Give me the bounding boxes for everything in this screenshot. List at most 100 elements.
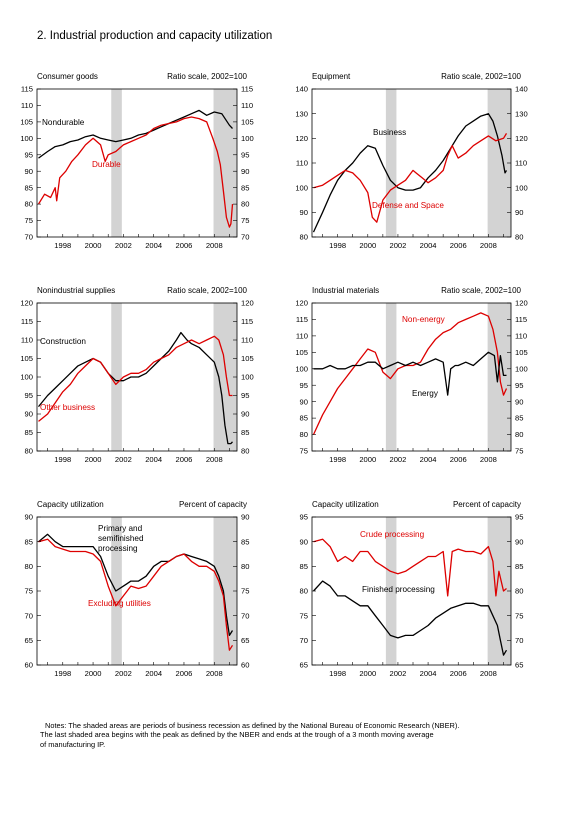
x-tick-label: 2002 (115, 241, 132, 250)
y-tick-label-right: 100 (241, 373, 254, 382)
y-tick-label-left: 85 (25, 428, 33, 437)
series-label: Excluding utilities (88, 599, 151, 608)
y-tick-label-left: 115 (296, 315, 308, 324)
y-tick-label-left: 105 (20, 354, 33, 363)
recession-band (213, 89, 237, 237)
y-tick-label-left: 80 (25, 447, 33, 456)
x-tick-label: 2000 (359, 669, 376, 678)
x-tick-label: 1998 (54, 455, 71, 464)
y-tick-label-right: 80 (241, 562, 249, 571)
y-tick-label-left: 95 (25, 391, 33, 400)
y-tick-label-right: 90 (241, 410, 249, 419)
y-tick-label-left: 115 (21, 85, 33, 94)
x-tick-label: 2004 (420, 241, 437, 250)
scale-label: Ratio scale, 2002=100 (167, 72, 247, 81)
y-tick-label-right: 110 (515, 331, 527, 340)
y-tick-label-right: 85 (515, 414, 523, 423)
x-tick-label: 2008 (206, 669, 223, 678)
y-tick-label-left: 110 (21, 336, 33, 345)
series-label: semifinished (98, 534, 144, 543)
series-label: Primary and (98, 524, 143, 533)
chart-title: Capacity utilization (312, 500, 379, 509)
y-tick-label-left: 105 (295, 348, 308, 357)
y-tick-label-left: 75 (300, 447, 308, 456)
y-tick-label-left: 70 (300, 636, 308, 645)
x-tick-label: 2002 (389, 241, 406, 250)
y-tick-label-right: 105 (515, 348, 528, 357)
chart-title: Consumer goods (37, 72, 98, 81)
y-tick-label-right: 75 (515, 611, 523, 620)
series-line-1 (38, 109, 233, 159)
y-tick-label-right: 120 (241, 299, 254, 308)
chart-title: Nonindustrial supplies (37, 286, 115, 295)
charts-svg: 70 70 75 75 80 80 85 85 90 90 95 95 100 100 105 105 110 1… (20, 72, 527, 678)
chart-title: Industrial materials (312, 286, 379, 295)
chart-6: 65 65 70 70 75 75 80 80 85 85 90 90 95 95 1998 2000 2002… (300, 500, 524, 678)
y-tick-label-right: 70 (515, 636, 523, 645)
y-tick-label-left: 90 (300, 537, 308, 546)
y-tick-label-right: 60 (241, 661, 249, 670)
series-label: Nondurable (42, 118, 85, 127)
y-tick-label-right: 100 (515, 364, 528, 373)
x-tick-label: 2000 (359, 455, 376, 464)
series-label: Other business (40, 403, 95, 412)
recession-band (213, 517, 237, 665)
y-tick-label-left: 75 (25, 216, 33, 225)
series-line-1 (312, 312, 508, 435)
y-tick-label-left: 120 (295, 299, 308, 308)
y-tick-label-right: 90 (241, 167, 249, 176)
y-tick-label-left: 85 (25, 537, 33, 546)
y-tick-label-left: 100 (20, 134, 33, 143)
chart-5: 60 60 65 65 70 70 75 75 80 80 85 85 90 90 1998 2000 2002… (25, 500, 250, 678)
y-tick-label-right: 70 (241, 611, 249, 620)
y-tick-label-right: 120 (515, 134, 528, 143)
notes-line-2: The last shaded area begins with the pea… (40, 730, 434, 740)
x-tick-label: 2004 (145, 455, 162, 464)
page-title: 2. Industrial production and capacity ut… (37, 30, 273, 42)
y-tick-label-right: 95 (241, 391, 249, 400)
chart-1: 70 70 75 75 80 80 85 85 90 90 95 95 100 100 105 105 110 1… (20, 72, 253, 250)
y-tick-label-right: 85 (515, 562, 523, 571)
series-line-2 (313, 351, 507, 396)
x-tick-label: 1998 (329, 455, 346, 464)
series-label: Energy (412, 389, 439, 398)
recession-band (487, 517, 511, 665)
series-line-2 (38, 335, 233, 422)
x-tick-label: 1998 (54, 241, 71, 250)
x-tick-label: 2008 (206, 241, 223, 250)
recession-band (111, 89, 122, 237)
y-tick-label-right: 85 (241, 183, 249, 192)
y-tick-label-right: 85 (241, 428, 249, 437)
series-label: Defense and Space (372, 201, 444, 210)
y-tick-label-right: 120 (515, 299, 528, 308)
y-tick-label-right: 90 (515, 397, 523, 406)
x-tick-label: 2002 (389, 669, 406, 678)
y-tick-label-left: 115 (21, 317, 33, 326)
y-tick-label-left: 65 (300, 661, 308, 670)
y-tick-label-right: 110 (515, 159, 527, 168)
chart-2: 80 80 90 90 100 100 110 110 120 120 130 130 140 140 19… (295, 72, 527, 250)
y-tick-label-right: 115 (241, 317, 253, 326)
y-tick-label-right: 80 (515, 233, 523, 242)
y-tick-label-right: 100 (515, 183, 528, 192)
scale-label: Ratio scale, 2002=100 (167, 286, 247, 295)
y-tick-label-right: 65 (241, 636, 249, 645)
series-label: Business (373, 128, 406, 137)
y-tick-label-left: 85 (25, 183, 33, 192)
series-line-1 (313, 538, 507, 597)
recession-band (111, 303, 122, 451)
y-tick-label-left: 110 (296, 159, 308, 168)
x-tick-label: 2006 (450, 455, 467, 464)
chart-4: 75 75 80 80 85 85 90 90 95 95 100 100 105 105 110 110 11… (295, 286, 527, 464)
notes: Notes: The shaded areas are periods of b… (40, 721, 560, 749)
y-tick-label-right: 110 (241, 101, 253, 110)
y-tick-label-left: 75 (300, 611, 308, 620)
y-tick-label-left: 80 (300, 430, 308, 439)
series-label: Durable (92, 160, 121, 169)
y-tick-label-left: 100 (20, 373, 33, 382)
y-tick-label-left: 80 (25, 200, 33, 209)
x-tick-label: 2008 (480, 241, 497, 250)
series-label: Finished processing (362, 585, 435, 594)
x-tick-label: 2006 (176, 669, 193, 678)
notes-line-1: Notes: The shaded areas are periods of b… (45, 721, 460, 730)
